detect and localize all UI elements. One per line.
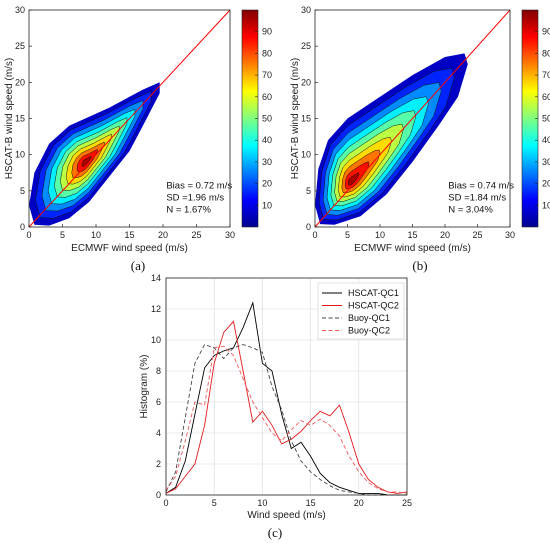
y-tick-label: 30 xyxy=(301,5,311,15)
panel-a: 0 5 10 15 20 25 30 0 5 10 15 20 25 30 ECMWF wind speed… xyxy=(4,5,272,273)
x-tick-label: 25 xyxy=(191,230,201,240)
colorbar-tick-label: 10 xyxy=(262,200,272,210)
colorbar-tick-label: 50 xyxy=(542,114,550,124)
stats-line: Bias = 0.72 m/s xyxy=(166,181,232,192)
y-tick-label: 25 xyxy=(301,41,311,51)
series-line-buoy-qc2 xyxy=(165,345,408,494)
y-tick-label: 8 xyxy=(156,366,161,376)
colorbar-tick-label: 20 xyxy=(542,179,550,189)
x-tick-label: 15 xyxy=(407,230,417,240)
legend-label: HSCAT-QC1 xyxy=(348,288,399,298)
density-contour xyxy=(81,155,92,167)
colorbar-tick-label: 30 xyxy=(262,157,272,167)
x-tick-label: 25 xyxy=(472,230,482,240)
legend-label: Buoy-QC1 xyxy=(348,313,390,323)
y-tick-label: 0 xyxy=(156,490,161,500)
y-tick-label: 15 xyxy=(15,114,25,124)
colorbar-tick-label: 40 xyxy=(542,135,550,145)
x-tick-label: 0 xyxy=(312,230,317,240)
colorbar-tick-label: 90 xyxy=(262,27,272,37)
stats-line: N = 3.04% xyxy=(448,205,493,216)
panel-caption: (a) xyxy=(131,258,145,273)
y-tick-label: 0 xyxy=(306,222,311,232)
x-tick-label: 20 xyxy=(354,498,364,508)
y-tick-label: 10 xyxy=(301,150,311,160)
x-axis-label: ECMWF wind speed (m/s) xyxy=(71,243,188,254)
y-axis-label: HSCAT-B wind speed (m/s) xyxy=(4,58,15,180)
colorbar-tick-label: 80 xyxy=(262,48,272,58)
colorbar-tick-label: 20 xyxy=(262,179,272,189)
x-axis-label: ECMWF wind speed (m/s) xyxy=(354,243,471,254)
panel-c: 0 5 10 15 20 25 0 2 4 6 8 10 12 14 Wind speed (m/s) His… xyxy=(139,273,412,540)
stats-line: N = 1.67% xyxy=(166,205,211,216)
x-tick-label: 0 xyxy=(26,230,31,240)
x-tick-label: 30 xyxy=(225,230,235,240)
colorbar-tick-label: 80 xyxy=(542,48,550,58)
legend-label: Buoy-QC2 xyxy=(348,326,390,336)
y-axis-label: HSCAT-B wind speed (m/s) xyxy=(290,58,301,180)
colorbar-tick-label: 10 xyxy=(542,200,550,210)
y-tick-label: 30 xyxy=(15,5,25,15)
colorbar-tick-label: 60 xyxy=(262,92,272,102)
y-tick-label: 10 xyxy=(15,150,25,160)
colorbar-tick-label: 30 xyxy=(542,157,550,167)
series-line-hscat-qc2 xyxy=(165,320,408,494)
x-tick-label: 10 xyxy=(257,498,267,508)
colorbar-tick-label: 70 xyxy=(542,70,550,80)
x-tick-label: 20 xyxy=(158,230,168,240)
colorbar-tick-label: 90 xyxy=(542,27,550,37)
diagonal-line xyxy=(314,9,511,228)
axes-frame xyxy=(165,277,408,496)
x-tick-label: 10 xyxy=(91,230,101,240)
stats-line: SD =1.84 m/s xyxy=(448,193,506,204)
y-tick-label: 5 xyxy=(306,186,311,196)
y-tick-label: 25 xyxy=(15,41,25,51)
y-tick-label: 20 xyxy=(301,77,311,87)
legend-label: HSCAT-QC2 xyxy=(348,301,399,311)
x-tick-label: 5 xyxy=(60,230,65,240)
panel-caption: (b) xyxy=(412,258,427,273)
y-tick-label: 14 xyxy=(151,273,161,283)
x-tick-label: 15 xyxy=(306,498,316,508)
x-tick-label: 0 xyxy=(163,498,168,508)
colorbar-tick-label: 60 xyxy=(542,92,550,102)
x-tick-label: 5 xyxy=(212,498,217,508)
x-tick-label: 20 xyxy=(440,230,450,240)
panel-caption: (c) xyxy=(268,525,282,540)
y-tick-label: 10 xyxy=(151,335,161,345)
series-line-buoy-qc1 xyxy=(165,344,407,496)
density-contour xyxy=(347,172,360,186)
legend-box xyxy=(317,282,405,340)
panel-b: 0 5 10 15 20 25 30 0 5 10 15 20 25 30 ECMWF wind speed… xyxy=(290,5,550,273)
colorbar-tick-label: 50 xyxy=(262,114,272,124)
series-line-hscat-qc1 xyxy=(165,301,407,496)
y-tick-label: 5 xyxy=(20,186,25,196)
y-tick-label: 12 xyxy=(151,304,161,314)
x-tick-label: 10 xyxy=(375,230,385,240)
y-axis-label: Histogram (%) xyxy=(139,355,150,419)
y-tick-label: 6 xyxy=(156,397,161,407)
x-tick-label: 30 xyxy=(505,230,515,240)
x-tick-label: 5 xyxy=(345,230,350,240)
colorbar-tick-label: 40 xyxy=(262,135,272,145)
x-tick-label: 25 xyxy=(402,498,412,508)
y-tick-label: 2 xyxy=(156,459,161,469)
y-tick-label: 20 xyxy=(15,77,25,87)
stats-line: Bias = 0.74 m/s xyxy=(448,181,514,192)
x-tick-label: 15 xyxy=(124,230,134,240)
x-axis-label: Wind speed (m/s) xyxy=(247,510,325,521)
stats-line: SD =1.96 m/s xyxy=(166,193,224,204)
y-tick-label: 0 xyxy=(20,222,25,232)
y-tick-label: 4 xyxy=(156,428,161,438)
diagonal-line xyxy=(28,9,231,228)
colorbar-tick-label: 70 xyxy=(262,70,272,80)
y-tick-label: 15 xyxy=(301,114,311,124)
